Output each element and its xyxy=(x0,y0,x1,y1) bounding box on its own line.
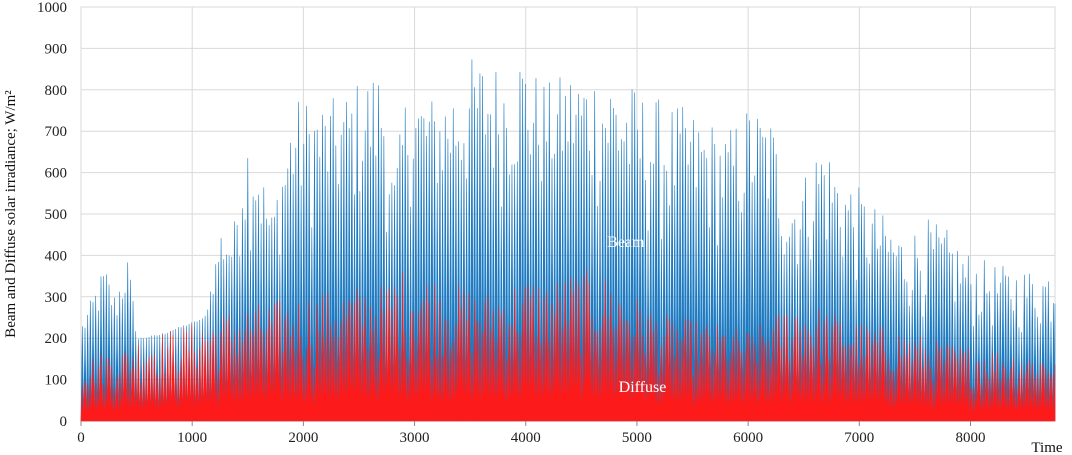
x-axis-label: Time xyxy=(1031,440,1062,455)
y-tick-label: 300 xyxy=(45,290,68,306)
y-tick-label: 200 xyxy=(45,331,68,347)
y-tick-label: 900 xyxy=(45,41,68,57)
y-tick-label: 500 xyxy=(45,207,68,223)
x-tick-label: 5000 xyxy=(622,430,652,446)
axes: 0 100 200 300 400 500 600 700 800 900 1000 0 1000 200… xyxy=(37,0,985,446)
y-tick-label: 800 xyxy=(45,83,68,99)
x-tick-label: 0 xyxy=(77,430,85,446)
y-tick-label: 400 xyxy=(45,248,68,264)
x-tick-label: 1000 xyxy=(177,430,207,446)
x-tick-label: 2000 xyxy=(288,430,318,446)
series-layer xyxy=(80,59,1056,422)
y-tick-label: 0 xyxy=(60,414,68,430)
x-tick-label: 6000 xyxy=(733,430,763,446)
x-tick-label: 3000 xyxy=(400,430,430,446)
x-tick-label: 4000 xyxy=(511,430,541,446)
series-label-beam: Beam xyxy=(607,234,645,251)
series-diffuse xyxy=(80,268,1056,422)
y-tick-label: 1000 xyxy=(37,0,67,16)
labels: Time Beam and Diffuse solar irradiance; … xyxy=(3,90,1063,455)
y-tick-label: 100 xyxy=(45,373,68,389)
y-axis-label: Beam and Diffuse solar irradiance; W/m² xyxy=(3,90,19,338)
y-tick-label: 700 xyxy=(45,124,68,140)
series-label-diffuse: Diffuse xyxy=(619,379,667,396)
x-tick-label: 7000 xyxy=(844,430,874,446)
y-tick-label: 600 xyxy=(45,166,68,182)
x-tick-label: 8000 xyxy=(955,430,985,446)
